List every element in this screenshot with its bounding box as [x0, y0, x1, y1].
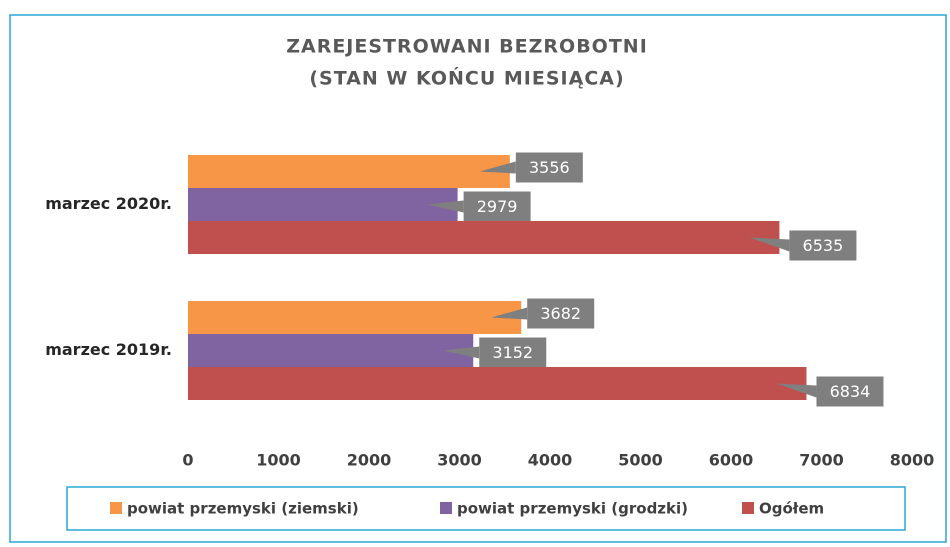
legend-label: Ogółem [759, 500, 824, 518]
bar [188, 155, 510, 188]
label-box [816, 376, 884, 407]
bar [188, 334, 474, 367]
legend-swatch [440, 502, 452, 514]
chart-border [9, 14, 947, 543]
chart-title: (STAN W KOŃCU MIESIĄCA) [309, 67, 624, 90]
label-pointer [427, 200, 464, 213]
bar [188, 367, 807, 400]
label-pointer [749, 237, 790, 252]
data-label: 6535 [803, 236, 844, 255]
x-tick-label: 8000 [890, 451, 935, 470]
x-tick-label: 1000 [256, 451, 301, 470]
label-pointer [776, 383, 817, 398]
legend-swatch [110, 502, 122, 514]
legend-box [66, 486, 906, 531]
label-pointer [491, 307, 528, 320]
label-box [479, 337, 547, 368]
bar [188, 301, 522, 334]
data-label: 2979 [477, 197, 518, 216]
y-tick-label: marzec 2019r. [45, 340, 172, 359]
x-tick-label: 5000 [618, 451, 663, 470]
legend-swatch [742, 502, 754, 514]
legend-label: powiat przemyski (ziemski) [127, 500, 359, 518]
label-pointer [479, 161, 516, 174]
bar [188, 188, 458, 221]
x-tick-label: 2000 [347, 451, 392, 470]
label-box [789, 230, 857, 261]
chart-title: ZAREJESTROWANI BEZROBOTNI [286, 36, 648, 58]
data-label: 3152 [492, 343, 533, 362]
x-tick-label: 0 [182, 451, 193, 470]
data-label: 3556 [529, 158, 570, 177]
label-box [515, 152, 583, 183]
x-tick-label: 7000 [799, 451, 844, 470]
bar [188, 221, 780, 254]
y-tick-label: marzec 2020r. [45, 194, 172, 213]
label-box [527, 298, 595, 329]
x-tick-label: 3000 [437, 451, 482, 470]
x-tick-label: 4000 [528, 451, 573, 470]
label-box [463, 191, 531, 222]
label-pointer [443, 346, 480, 359]
data-label: 6834 [830, 382, 871, 401]
x-tick-label: 6000 [709, 451, 754, 470]
data-label: 3682 [540, 304, 581, 323]
legend-label: powiat przemyski (grodzki) [457, 500, 688, 518]
